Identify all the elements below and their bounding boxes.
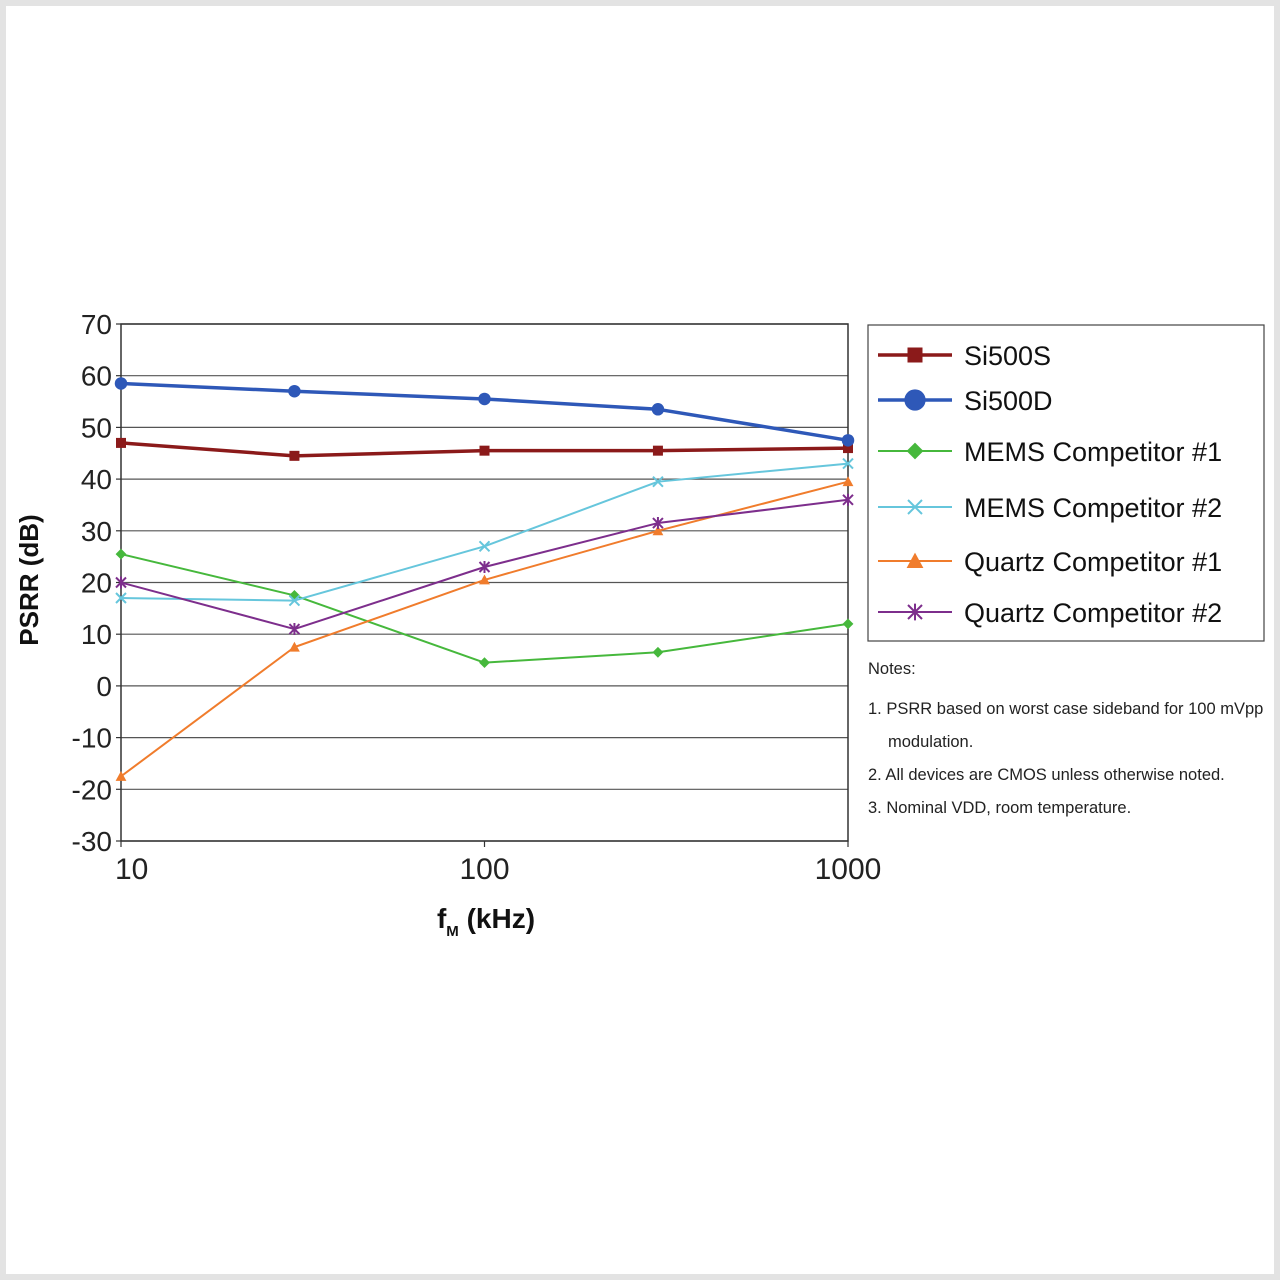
note-item: 1. PSRR based on worst case sideband for…: [868, 700, 1264, 751]
note-item: 3. Nominal VDD, room temperature.: [868, 799, 1132, 817]
series: [114, 377, 855, 781]
data-point: [479, 657, 490, 669]
y-tick-label: 20: [81, 568, 112, 599]
series-si500d: [114, 377, 855, 447]
series-si500s: [116, 437, 853, 461]
data-point: [841, 434, 855, 447]
data-point: [288, 594, 301, 607]
y-tick-label: 10: [81, 619, 112, 650]
notes: Notes: 1. PSRR based on worst case sideb…: [868, 660, 1268, 825]
y-tick-label: -20: [72, 774, 112, 805]
data-point: [115, 592, 127, 604]
legend-marker: [906, 442, 924, 460]
legend-item: Quartz Competitor #2: [878, 598, 1222, 628]
y-tick-label: 60: [81, 361, 112, 392]
legend-label: Si500S: [964, 341, 1051, 371]
y-tick-label: 50: [81, 412, 112, 443]
x-tick-label: 10: [115, 853, 148, 886]
data-point: [652, 525, 664, 536]
y-tick-label: 0: [96, 671, 112, 702]
data-point: [842, 457, 854, 470]
series-mems-competitor-1: [115, 548, 854, 669]
data-point: [115, 576, 127, 589]
x-axis-label-subscript: M: [446, 923, 459, 940]
data-point: [652, 445, 663, 456]
data-point: [479, 445, 490, 456]
data-point: [843, 443, 853, 454]
x-tick-label: 100: [459, 853, 509, 886]
legend-marker: [907, 603, 923, 621]
x-tick-labels: 10 100 1000: [115, 841, 881, 886]
legend-item: Quartz Competitor #1: [878, 547, 1222, 577]
legend-item: MEMS Competitor #2: [878, 493, 1222, 523]
y-axis-label: PSRR (dB): [14, 514, 44, 645]
x-axis-label-unit: (kHz): [459, 903, 535, 934]
data-point: [115, 548, 127, 560]
x-axis-label-main: f: [437, 903, 447, 934]
data-point: [652, 646, 664, 658]
note-item: 2. All devices are CMOS unless otherwise…: [868, 766, 1225, 784]
data-point: [842, 618, 854, 630]
data-point: [842, 493, 854, 506]
x-tick-label: 1000: [815, 853, 882, 886]
data-point: [115, 770, 127, 781]
series-mems-competitor-2: [115, 457, 854, 607]
x-axis-label: fM (kHz): [437, 903, 535, 940]
legend-label: MEMS Competitor #2: [964, 493, 1222, 523]
data-point: [842, 476, 854, 487]
data-point: [478, 392, 491, 406]
data-point: [478, 560, 491, 573]
notes-title: Notes:: [868, 660, 916, 678]
series-line: [120, 480, 849, 778]
y-tick-label: 30: [81, 516, 112, 547]
y-tick-label: -30: [72, 826, 112, 857]
legend-marker: [904, 389, 926, 411]
data-point: [116, 437, 126, 448]
y-tick-label: -10: [72, 723, 112, 754]
legend-marker: [907, 499, 923, 515]
legend-label: Quartz Competitor #1: [964, 547, 1222, 577]
data-point: [114, 377, 128, 390]
y-tick-labels: 70 60 50 40 30 20 10 0 -10 -20 -30: [72, 309, 112, 857]
legend-marker: [906, 552, 924, 568]
series-quartz-competitor-1: [115, 476, 854, 781]
legend-item: MEMS Competitor #1: [878, 437, 1222, 467]
data-point: [479, 574, 490, 585]
data-point: [289, 641, 300, 652]
legend-label: MEMS Competitor #1: [964, 437, 1222, 467]
data-point: [652, 475, 664, 488]
legend: Si500S Si500D MEMS Competitor #1 MEMS Compe…: [878, 341, 1222, 628]
data-point: [651, 403, 665, 416]
series-line: [120, 381, 849, 443]
series-quartz-competitor-2: [115, 493, 854, 636]
legend-item: Si500S: [878, 341, 1051, 371]
legend-label: Si500D: [964, 386, 1053, 416]
legend-box: [867, 324, 1265, 642]
data-point: [652, 517, 664, 530]
data-point: [288, 623, 301, 636]
legend-item: Si500D: [878, 386, 1053, 416]
data-point: [478, 540, 491, 553]
y-tick-label: 40: [81, 464, 112, 495]
data-point: [289, 450, 300, 461]
legend-label: Quartz Competitor #2: [964, 598, 1222, 628]
data-point: [288, 384, 301, 398]
legend-marker: [907, 347, 923, 363]
y-tick-label: 70: [81, 309, 112, 340]
